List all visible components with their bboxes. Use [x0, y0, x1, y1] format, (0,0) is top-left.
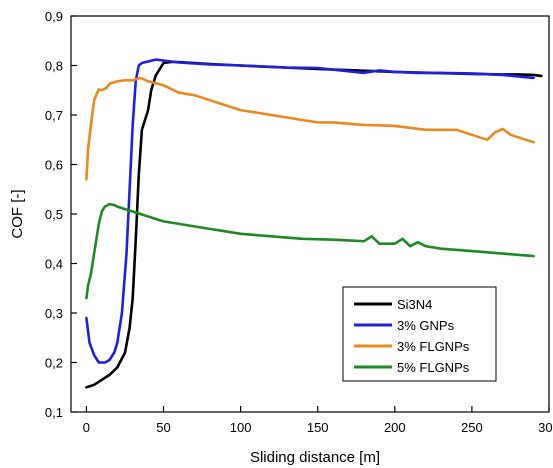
x-tick-label: 200 [384, 420, 406, 435]
y-tick-label: 0,9 [45, 9, 63, 24]
series-line-2 [85, 76, 535, 181]
legend-label-2: 3% FLGNPs [397, 339, 470, 354]
x-tick-label: 300 [538, 420, 553, 435]
series-line-3 [85, 202, 535, 300]
y-tick-label: 0,1 [45, 405, 63, 420]
series-line-1 [85, 58, 535, 364]
legend-label-0: Si3N4 [397, 297, 432, 312]
y-tick-label: 0,4 [45, 257, 63, 272]
x-tick-label: 250 [461, 420, 483, 435]
y-axis-title: COF [-] [9, 189, 26, 238]
legend-label-3: 5% FLGNPs [397, 360, 470, 375]
y-tick-label: 0,6 [45, 158, 63, 173]
y-tick-label: 0,5 [45, 207, 63, 222]
y-tick-label: 0,8 [45, 59, 63, 74]
ticks-layer: 0 50 100 150 200 250 300 0,1 0,2 0,3 0,4 0,5 0,6 0,7 0… [45, 9, 553, 435]
x-axis-title: Sliding distance [m] [250, 449, 380, 466]
series-layer [85, 58, 543, 389]
legend-label-1: 3% GNPs [397, 318, 455, 333]
x-tick-label: 100 [230, 420, 252, 435]
x-tick-label: 0 [83, 420, 90, 435]
x-tick-label: 150 [307, 420, 329, 435]
legend: Si3N4 3% GNPs 3% FLGNPs 5% FLGNPs [342, 286, 497, 382]
y-tick-label: 0,3 [45, 306, 63, 321]
y-tick-label: 0,2 [45, 356, 63, 371]
y-tick-label: 0,7 [45, 108, 63, 123]
x-tick-label: 50 [156, 420, 170, 435]
